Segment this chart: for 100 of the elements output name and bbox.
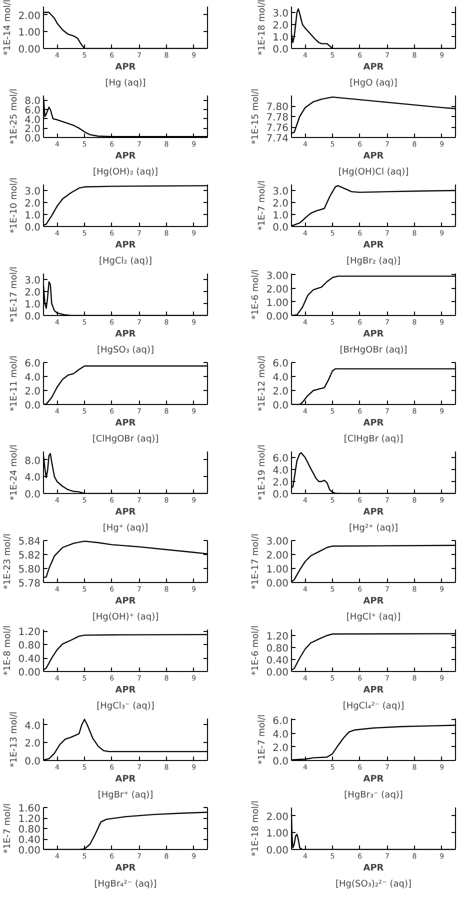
text: [HgCl₃⁻ (aq)] (96, 702, 154, 712)
y-axis-title: *1E-25 mol/l (10, 88, 20, 144)
y-tick-label: 1.0 (24, 210, 41, 222)
text: [ClHgOBr (aq)] (92, 434, 159, 444)
y-tick-label: 3.0 (24, 186, 41, 198)
y-tick-label: 0.40 (266, 656, 288, 666)
y-tick-label: 0.00 (266, 668, 288, 678)
y-tick-label: 0.0 (24, 756, 41, 768)
y-tick-label: 3.0 (272, 8, 289, 20)
y-tick-label: 3.00 (266, 536, 288, 548)
text: [BrHgOBr (aq)] (340, 346, 408, 356)
x-axis-title: APR (115, 508, 136, 518)
x-axis-title: APR (115, 596, 136, 606)
x-axis-title: APR (363, 330, 384, 340)
x-axis-title: APR (363, 596, 384, 606)
y-tick-label: 6.0 (24, 358, 41, 370)
y-axis-title: *1E-12 mol/l (258, 356, 268, 412)
y-axis-title: *1E-7 mol/l (3, 803, 14, 854)
text: [Hg(OH)⁺ (aq)] (92, 612, 159, 622)
y-axis-title: *1E-6 mol/l (251, 625, 262, 676)
y-tick-label: 2.0 (24, 198, 41, 210)
y-tick-label: 0.40 (18, 654, 40, 666)
text: [Hg(OH)Cl (aq)] (338, 168, 409, 178)
y-tick-label: 0.00 (18, 44, 40, 56)
text: [Hg²⁺ (aq)] (349, 524, 398, 534)
y-tick-label: 3.00 (266, 270, 288, 282)
text: [Hg (aq)] (105, 78, 146, 88)
y-tick-label: 1.00 (18, 28, 40, 39)
x-axis-title: APR (363, 240, 384, 250)
y-axis-title: *1E-15 mol/l (251, 88, 262, 144)
y-axis-title: *1E-18 mol/l (251, 800, 262, 856)
y-tick-label: 7.74 (266, 134, 288, 144)
y-tick-label: 8.0 (24, 96, 41, 108)
y-tick-label: 7.78 (266, 112, 288, 124)
y-tick-label: 8.0 (24, 456, 41, 467)
text: [HgCl₂ (aq)] (98, 256, 152, 266)
y-tick-label: 4.0 (24, 720, 41, 732)
y-tick-label: 1.60 (18, 804, 40, 814)
text: [Hg(SO₃)₂²⁻ (aq)] (335, 880, 412, 890)
y-axis-title: *1E-19 mol/l (258, 444, 268, 500)
y-tick-label: 2.0 (272, 478, 289, 488)
y-tick-label: 2.00 (266, 550, 288, 562)
y-tick-label: 5.78 (18, 578, 40, 590)
y-tick-label: 2.0 (24, 738, 41, 750)
text: [HgBr₂ (aq)] (346, 256, 401, 266)
y-tick-label: 1.00 (266, 564, 288, 576)
y-tick-label: 0.0 (272, 756, 289, 768)
y-tick-label: 2.00 (266, 812, 288, 823)
y-tick-label: 2.0 (24, 386, 41, 398)
y-tick-label: 6.0 (272, 454, 289, 464)
y-tick-label: 5.82 (18, 550, 40, 562)
x-axis-title: APR (115, 686, 136, 696)
x-axis-title: APR (115, 330, 136, 340)
text: [Hg⁺ (aq)] (102, 524, 148, 534)
y-axis-title: *1E-6 mol/l (251, 269, 262, 320)
y-tick-label: 4.0 (272, 729, 289, 740)
y-axis-title: *1E-17 mol/l (251, 534, 262, 590)
y-tick-label: 2.0 (272, 198, 289, 210)
y-axis-title: *1E-8 mol/l (3, 625, 14, 676)
x-axis-title: APR (115, 240, 136, 250)
y-axis-title: *1E-7 mol/l (258, 180, 268, 231)
y-axis-title: *1E-13 mol/l (10, 712, 20, 768)
x-axis-title: APR (115, 864, 136, 874)
y-tick-label: 0.00 (266, 846, 288, 856)
y-tick-label: 1.0 (24, 300, 41, 310)
y-tick-label: 0.00 (266, 578, 288, 590)
y-tick-label: 0.80 (266, 644, 288, 654)
x-axis-title: APR (363, 152, 384, 162)
x-axis-title: APR (363, 686, 384, 696)
y-tick-label: 2.0 (24, 288, 41, 298)
y-axis-title: *1E-7 mol/l (258, 714, 268, 765)
text: [HgO (aq)] (350, 78, 398, 88)
x-axis-title: APR (363, 864, 384, 874)
text: [HgCl₄²⁻ (aq)] (342, 702, 404, 712)
text: [ClHgBr (aq)] (344, 434, 404, 444)
y-axis-title: *1E-14 mol/l (3, 0, 14, 56)
text: [HgCl⁺ (aq)] (346, 612, 401, 622)
y-tick-label: 0.80 (18, 824, 40, 836)
y-tick-label: 0.0 (24, 490, 41, 500)
y-tick-label: 0.0 (24, 400, 41, 412)
y-tick-label: 4.0 (272, 372, 289, 384)
text: [HgBr⁺ (aq)] (98, 790, 154, 800)
y-tick-label: 2.00 (266, 284, 288, 296)
y-tick-label: 0.0 (24, 134, 41, 144)
y-tick-label: 4.0 (24, 114, 41, 126)
y-axis-title: *1E-17 mol/l (10, 266, 20, 322)
y-tick-label: 4.0 (24, 372, 41, 384)
y-tick-label: 1.00 (266, 828, 288, 840)
y-tick-label: 0.0 (24, 312, 41, 322)
y-tick-label: 2.0 (272, 742, 289, 754)
y-tick-label: 1.00 (266, 298, 288, 309)
y-tick-label: 2.00 (18, 10, 40, 22)
y-axis-title: *1E-23 mol/l (3, 534, 14, 590)
x-axis-title: APR (363, 774, 384, 784)
x-axis-title: APR (115, 774, 136, 784)
y-tick-label: 0.00 (18, 846, 40, 856)
y-tick-label: 0.40 (18, 835, 40, 846)
text: [Hg(OH)₂ (aq)] (92, 168, 158, 178)
y-tick-label: 0.0 (272, 222, 289, 234)
y-tick-label: 2.0 (24, 124, 41, 136)
